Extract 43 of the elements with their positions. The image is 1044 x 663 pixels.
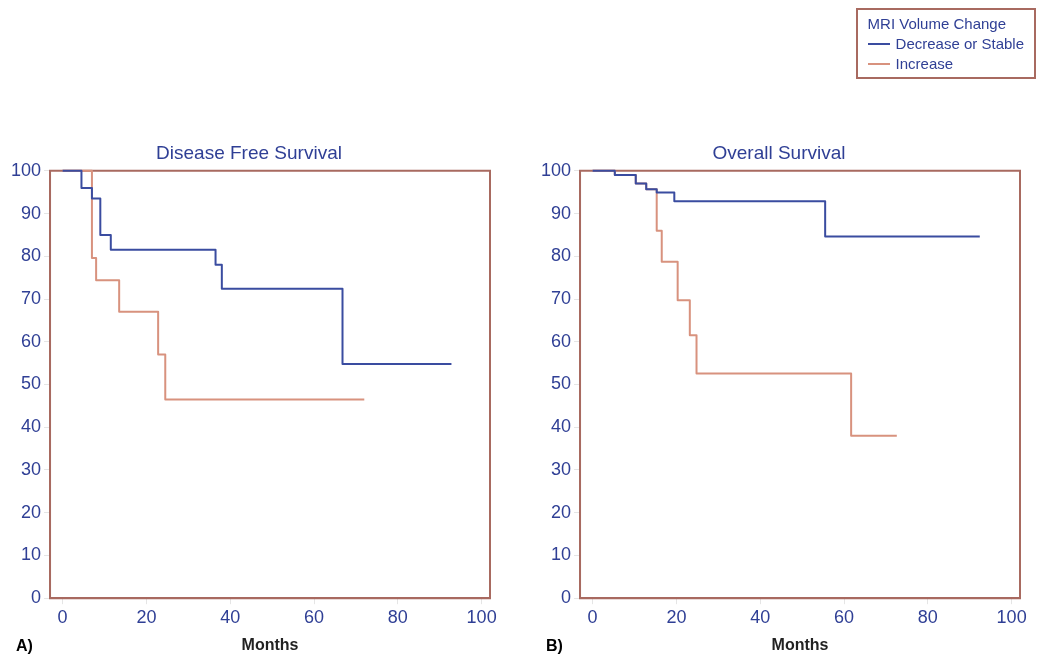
text: B) <box>546 637 563 655</box>
y-tick-label: 0 <box>31 587 42 608</box>
y-tick-label: 100 <box>10 159 42 180</box>
text: A) <box>16 637 33 655</box>
y-tick-label: 30 <box>551 458 572 479</box>
x-tick-label: 0 <box>57 606 68 627</box>
legend-title: MRI Volume Change <box>867 15 1007 32</box>
legend-label: Decrease or Stable <box>895 35 1024 52</box>
x-tick-label: 100 <box>996 606 1027 627</box>
y-tick-label: 0 <box>561 587 572 608</box>
y-tick-label: 100 <box>540 159 572 180</box>
chart-title: Overall Survival <box>712 141 846 163</box>
y-tick-label: 40 <box>21 416 42 437</box>
y-tick-label: 80 <box>21 245 42 266</box>
x-tick-label: 100 <box>466 606 497 627</box>
x-tick-label: 40 <box>750 606 771 627</box>
legend-label: Increase <box>895 55 954 72</box>
x-tick-label: 80 <box>387 606 408 627</box>
y-tick-label: 30 <box>21 458 42 479</box>
x-axis-title: Months <box>241 635 299 653</box>
x-tick-label: 80 <box>917 606 938 627</box>
x-tick-label: 60 <box>304 606 325 627</box>
y-tick-label: 90 <box>21 202 42 223</box>
x-tick-label: 40 <box>220 606 241 627</box>
x-axis-title: Months <box>771 635 829 653</box>
x-tick-label: 20 <box>136 606 157 627</box>
y-tick-label: 50 <box>551 373 572 394</box>
y-tick-label: 10 <box>551 544 572 565</box>
chart-title: Disease Free Survival <box>156 141 342 163</box>
x-tick-label: 20 <box>666 606 687 627</box>
y-tick-label: 10 <box>21 544 42 565</box>
y-tick-label: 90 <box>551 202 572 223</box>
y-tick-label: 60 <box>21 330 42 351</box>
y-tick-label: 50 <box>21 373 42 394</box>
y-tick-label: 80 <box>551 245 572 266</box>
y-tick-label: 60 <box>551 330 572 351</box>
x-tick-label: 0 <box>587 606 598 627</box>
x-tick-label: 60 <box>834 606 855 627</box>
y-tick-label: 70 <box>551 287 572 308</box>
y-tick-label: 70 <box>21 287 42 308</box>
y-tick-label: 20 <box>551 501 572 522</box>
y-tick-label: 40 <box>551 416 572 437</box>
y-tick-label: 20 <box>21 501 42 522</box>
